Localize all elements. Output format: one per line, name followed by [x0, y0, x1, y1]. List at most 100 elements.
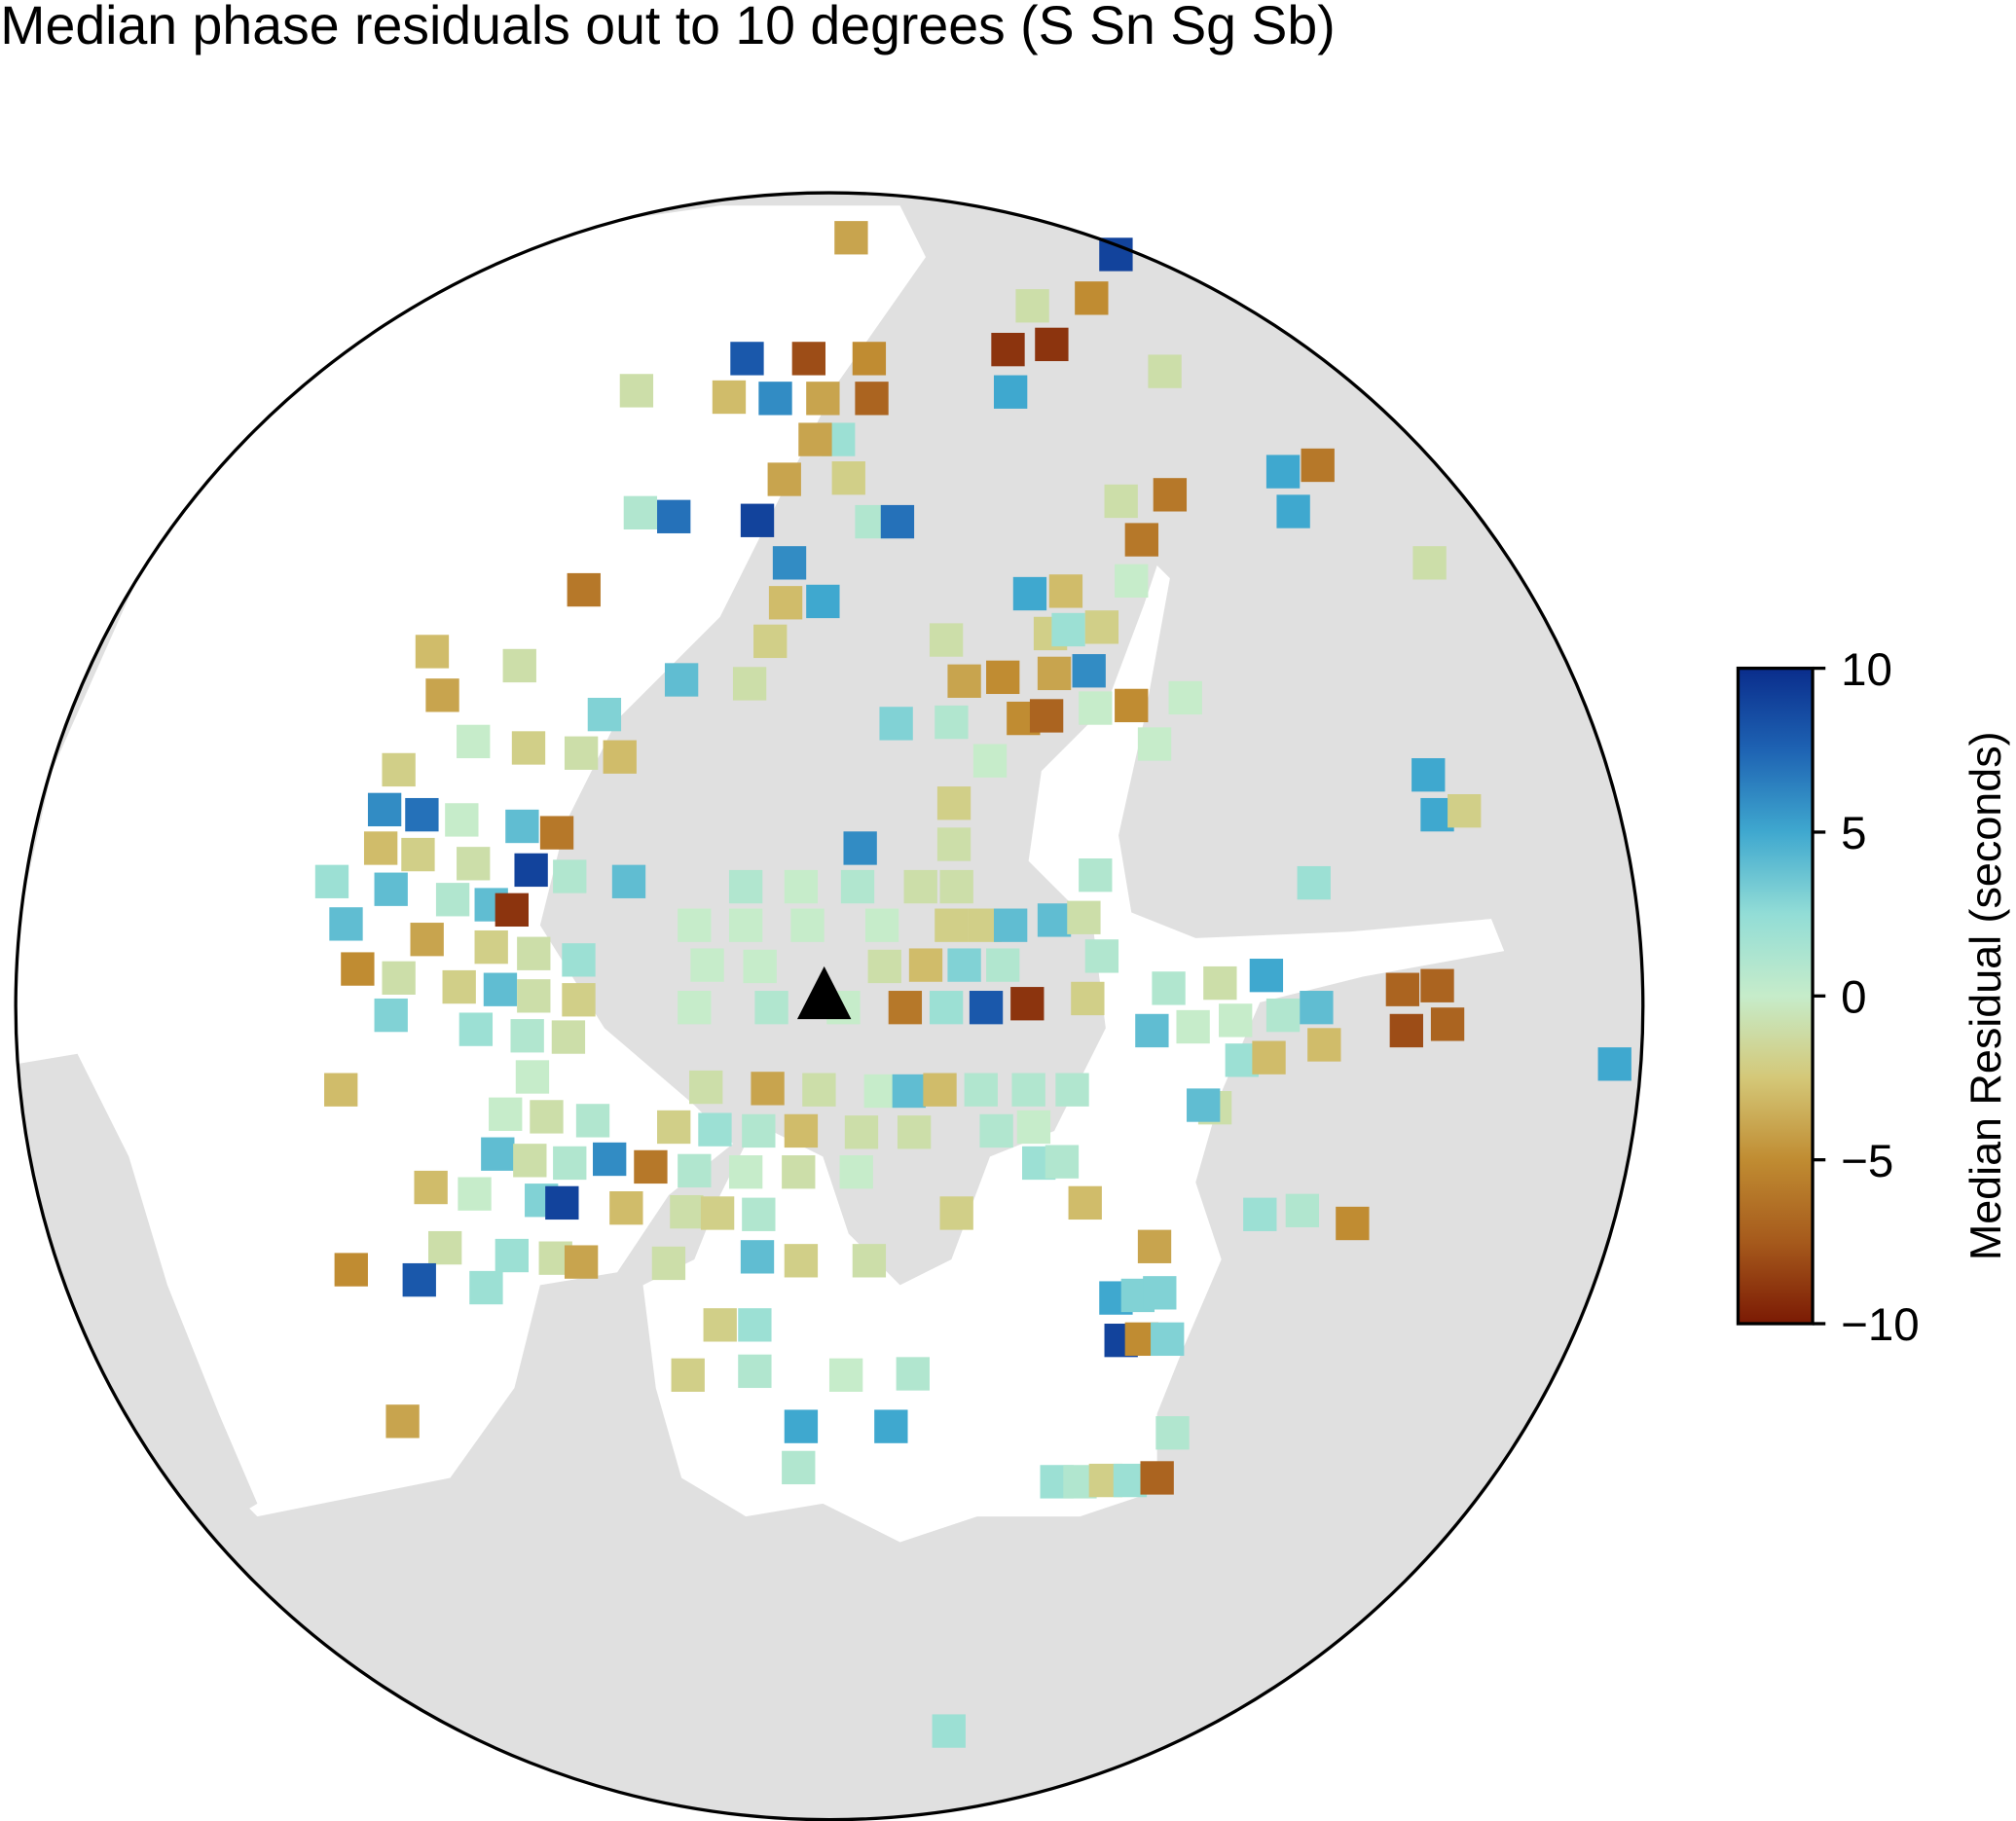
station-residual	[587, 697, 622, 732]
station-residual	[986, 660, 1020, 695]
station-residual	[700, 1196, 735, 1230]
station-residual	[993, 908, 1028, 942]
station-residual	[575, 1104, 610, 1138]
station-residual	[495, 892, 529, 928]
station-residual	[1249, 959, 1284, 993]
station-residual	[1037, 903, 1072, 937]
station-residual	[1148, 354, 1182, 388]
station-residual	[1068, 1185, 1102, 1220]
station-residual	[728, 869, 763, 904]
station-residual	[939, 869, 973, 904]
station-residual	[401, 837, 435, 872]
station-residual	[1187, 1088, 1221, 1122]
station-residual	[1140, 1461, 1174, 1495]
station-residual	[1143, 1276, 1177, 1310]
station-residual	[864, 908, 899, 942]
station-residual	[772, 546, 807, 580]
station-residual	[1448, 794, 1482, 828]
station-residual	[678, 1153, 712, 1188]
station-residual	[410, 923, 444, 957]
station-residual	[806, 382, 840, 416]
colorbar-tick-label: 10	[1841, 644, 1892, 696]
station-residual	[1153, 478, 1188, 512]
station-residual	[1079, 858, 1113, 892]
station-residual	[1285, 1193, 1320, 1227]
station-residual	[609, 1191, 643, 1225]
station-residual	[897, 1115, 932, 1149]
station-residual	[510, 1019, 544, 1053]
station-residual	[1075, 281, 1109, 315]
station-residual	[867, 949, 901, 984]
station-residual	[611, 864, 646, 898]
station-residual	[742, 1113, 776, 1148]
station-residual	[690, 948, 724, 982]
station-residual	[728, 1155, 763, 1189]
station-residual	[562, 983, 596, 1017]
station-residual	[551, 1020, 586, 1054]
station-residual	[782, 1450, 816, 1485]
station-residual	[530, 1100, 564, 1134]
station-residual	[457, 847, 491, 881]
station-residual	[852, 342, 887, 376]
station-residual	[1016, 1110, 1051, 1145]
station-residual	[324, 1073, 358, 1107]
station-residual	[1252, 1040, 1286, 1074]
station-residual	[791, 342, 826, 376]
station-residual	[740, 503, 775, 537]
station-residual	[732, 667, 767, 701]
station-residual	[1051, 612, 1085, 647]
station-residual	[405, 797, 439, 832]
station-residual	[1048, 574, 1083, 608]
station-residual	[1104, 484, 1138, 519]
station-residual	[828, 1358, 863, 1392]
station-residual	[738, 1308, 772, 1342]
station-residual	[698, 1112, 732, 1147]
station-residual	[329, 907, 363, 941]
station-residual	[514, 853, 548, 888]
station-residual	[567, 572, 601, 607]
station-residual	[782, 1155, 816, 1189]
station-residual	[385, 1404, 420, 1439]
map-frame	[14, 191, 1645, 1821]
station-residual	[1084, 610, 1119, 644]
station-residual	[1099, 237, 1133, 272]
station-residual	[936, 827, 971, 861]
station-residual	[1297, 865, 1331, 900]
station-residual	[831, 461, 865, 495]
station-residual	[1135, 1013, 1169, 1048]
station-residual	[1176, 1009, 1210, 1044]
station-residual	[382, 961, 416, 995]
station-residual	[784, 869, 819, 904]
station-residual	[843, 831, 877, 865]
station-residual	[562, 943, 596, 977]
station-residual	[923, 1073, 957, 1107]
station-residual	[896, 1357, 930, 1391]
station-residual	[539, 816, 574, 850]
station-residual	[1265, 455, 1301, 489]
station-residual	[1010, 987, 1045, 1021]
station-residual	[502, 648, 536, 683]
source-marker	[796, 965, 852, 1020]
station-residual	[469, 1270, 503, 1305]
station-residual	[657, 499, 691, 533]
station-residual	[553, 859, 587, 893]
station-residual	[754, 991, 788, 1025]
station-residual	[1243, 1197, 1277, 1231]
station-residual	[483, 972, 518, 1006]
station-residual	[334, 1253, 368, 1287]
station-residual	[935, 908, 969, 942]
station-residual	[1037, 656, 1072, 691]
station-residual	[1412, 546, 1447, 580]
station-residual	[929, 991, 964, 1025]
station-residual	[1067, 900, 1101, 934]
station-residual	[1276, 494, 1310, 528]
station-residual	[947, 948, 981, 982]
sea	[642, 565, 1505, 1543]
station-residual	[341, 952, 375, 986]
station-residual	[515, 1060, 550, 1094]
station-residual	[840, 869, 875, 904]
station-residual	[1301, 448, 1335, 483]
station-residual	[740, 1240, 775, 1274]
station-residual	[481, 1137, 515, 1171]
station-residual	[863, 1074, 898, 1109]
